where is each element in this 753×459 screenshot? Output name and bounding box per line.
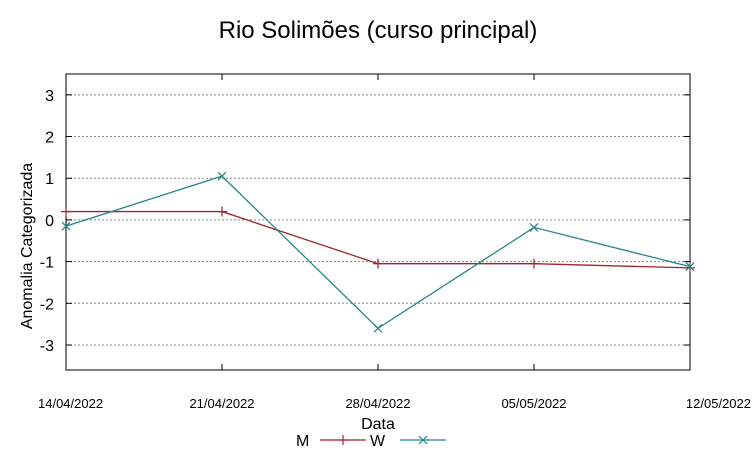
y-axis-label: Anomalia Categorizada <box>19 163 36 329</box>
x-tick-label: 14/04/2022 <box>38 396 103 411</box>
y-tick-label: 3 <box>45 88 54 105</box>
y-tick-labels: 3 2 1 0 -1 -2 -3 <box>40 88 54 355</box>
data-point-m <box>373 258 383 269</box>
data-point-w <box>685 262 695 272</box>
data-point-m <box>61 206 71 217</box>
x-tick-label: 21/04/2022 <box>189 396 254 411</box>
legend-marker-w <box>418 435 428 445</box>
y-tick-label: 2 <box>45 130 54 147</box>
legend-label-m: M <box>296 433 309 450</box>
legend-label-w: W <box>370 433 386 450</box>
data-point-m <box>529 258 539 269</box>
data-point-w <box>373 323 383 333</box>
data-point-w <box>529 222 539 232</box>
y-tick-label: 0 <box>45 213 54 230</box>
x-tick-labels: 14/04/2022 21/04/2022 28/04/2022 05/05/2022… <box>38 396 751 411</box>
legend-marker-m <box>338 435 348 445</box>
x-axis-label: Data <box>361 416 395 433</box>
data-point-m <box>685 262 695 273</box>
data-point-m <box>217 206 227 217</box>
series-layer <box>61 171 695 333</box>
y-tick-label: -3 <box>40 338 54 355</box>
chart-title: Rio Solimões (curso principal) <box>219 17 538 44</box>
y-tick-label: 1 <box>45 171 54 188</box>
plot-frame <box>65 73 691 371</box>
data-point-w <box>217 171 227 181</box>
series-line-w <box>65 175 691 330</box>
data-point-w <box>61 221 71 231</box>
grid-lines <box>65 74 691 370</box>
y-tick-label: -1 <box>40 255 54 272</box>
y-tick-label: -2 <box>40 296 54 313</box>
x-tick-label: 05/05/2022 <box>501 396 566 411</box>
x-tick-label: 28/04/2022 <box>345 396 410 411</box>
x-tick-label: 12/05/2022 <box>686 396 751 411</box>
